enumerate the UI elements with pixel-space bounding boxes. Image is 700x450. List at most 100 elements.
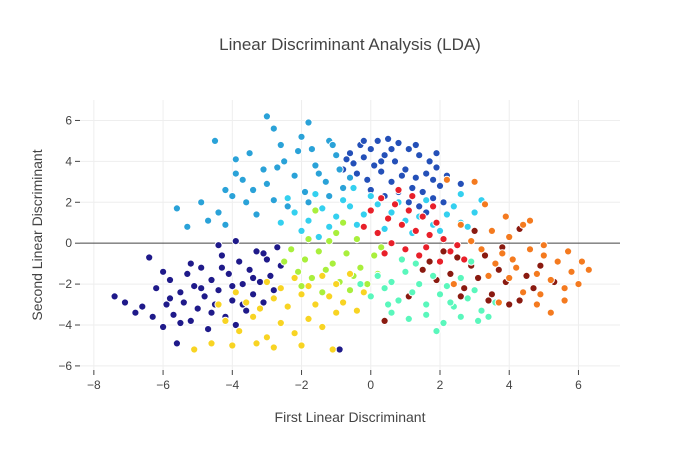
data-point [183,222,192,231]
data-point [456,190,465,199]
data-point [460,284,469,293]
data-point [401,165,410,174]
data-point [339,183,348,193]
y-tick-label: −2 [58,277,72,291]
data-point [370,251,379,260]
data-point [339,218,348,227]
data-point [269,286,278,295]
x-tick-label: −2 [295,378,309,392]
data-point [262,179,271,188]
data-point [373,228,382,238]
data-point [453,241,462,250]
data-point [262,277,271,287]
data-point [325,222,334,231]
data-point [197,198,206,207]
data-point [297,132,306,141]
data-point [377,167,386,176]
data-point [577,257,587,266]
x-tick-label: −4 [225,378,239,392]
data-point [377,157,386,166]
data-point [214,300,223,309]
data-point [366,292,375,301]
data-point [276,318,285,328]
data-point [311,190,320,199]
data-point [328,140,337,150]
data-point [522,271,531,280]
data-point [456,312,465,321]
data-point [249,273,258,283]
data-point [252,210,261,219]
data-point [314,169,323,178]
series-8 [356,255,500,336]
data-point [352,235,361,244]
x-tick-label: −8 [87,378,101,392]
data-point [446,298,455,307]
data-point [276,218,285,227]
x-tick-label: 2 [437,378,444,392]
data-point [255,277,265,287]
data-point [235,327,244,336]
data-point [363,280,372,289]
data-point [408,192,417,201]
data-point [387,177,396,186]
data-point [373,200,382,209]
data-point [269,343,278,352]
data-point [224,269,233,278]
data-point [553,257,562,266]
data-point [259,165,268,174]
data-point [494,265,503,274]
data-point [484,271,493,280]
data-point [221,220,230,229]
data-point [169,310,178,319]
data-point [238,280,247,289]
data-point [359,153,368,162]
data-point [131,308,140,317]
data-point [567,267,576,276]
data-point [249,185,258,195]
data-point [387,239,396,248]
data-point [408,288,417,297]
data-point [197,284,206,293]
data-point [501,212,510,221]
data-point [245,265,254,274]
y-tick-label: 4 [65,154,72,168]
data-point [387,308,396,317]
data-point [470,208,479,217]
data-point [294,267,303,276]
data-point [321,177,330,186]
data-point [456,179,465,188]
data-point [467,257,476,266]
data-point [300,187,310,197]
data-point [287,245,296,254]
data-point [345,286,355,295]
data-point [228,341,237,350]
data-point [366,145,375,154]
data-point [252,339,261,348]
data-point [294,147,303,156]
data-point [283,194,292,203]
data-point [193,304,202,313]
data-point [245,149,254,158]
data-point [190,345,199,354]
data-point [242,298,251,307]
data-point [460,255,469,264]
data-point [532,269,542,278]
data-point [370,161,379,170]
data-point [359,222,368,231]
data-point [380,151,389,160]
data-point [300,255,310,264]
data-point [231,237,240,246]
x-tick-label: 4 [506,378,513,392]
data-point [311,161,320,170]
data-point [442,210,451,219]
y-axis-label: Second Linear Discriminant [29,149,45,320]
data-point [352,169,361,178]
data-point [401,267,410,276]
chart-title: Linear Discriminant Analysis (LDA) [219,35,481,54]
y-tick-label: 6 [65,113,72,127]
data-point [172,339,181,348]
data-point [453,253,462,262]
data-point [411,173,420,182]
data-point [449,280,458,289]
